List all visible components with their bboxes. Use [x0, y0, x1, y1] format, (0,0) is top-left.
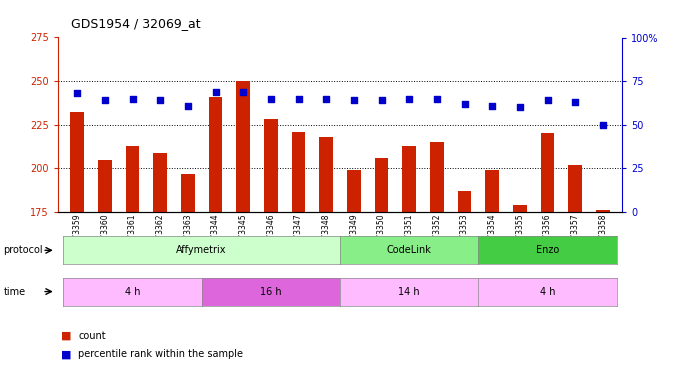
Point [348, 97, 359, 103]
Text: 16 h: 16 h [260, 286, 282, 297]
Text: ■: ■ [61, 350, 71, 359]
Bar [319, 137, 333, 212]
Point [71, 90, 82, 96]
Bar [70, 112, 84, 212]
Text: Affymetrix: Affymetrix [176, 245, 227, 255]
Bar [126, 146, 139, 212]
Text: 4 h: 4 h [124, 286, 140, 297]
Point [431, 96, 442, 102]
Bar [568, 165, 582, 212]
Point [404, 96, 415, 102]
Bar [541, 134, 554, 212]
Bar [596, 210, 610, 212]
Point [570, 99, 581, 105]
Point [321, 96, 332, 102]
Text: ■: ■ [61, 331, 71, 340]
Point [598, 122, 609, 128]
Text: protocol: protocol [3, 245, 43, 255]
Text: count: count [78, 331, 106, 340]
Bar [181, 174, 194, 212]
Point [155, 97, 166, 103]
Text: CodeLink: CodeLink [387, 245, 432, 255]
Bar [153, 153, 167, 212]
Bar [486, 170, 499, 212]
Bar [236, 81, 250, 212]
Point [293, 96, 304, 102]
Point [459, 101, 470, 107]
Point [182, 102, 193, 108]
Bar [403, 146, 416, 212]
Bar [98, 160, 112, 212]
Text: time: time [3, 286, 26, 297]
Text: Enzo: Enzo [536, 245, 559, 255]
Bar [375, 158, 388, 212]
Point [238, 88, 249, 94]
Text: percentile rank within the sample: percentile rank within the sample [78, 350, 243, 359]
Text: 14 h: 14 h [398, 286, 420, 297]
Bar [264, 120, 277, 212]
Text: 4 h: 4 h [540, 286, 556, 297]
Point [542, 97, 553, 103]
Text: GDS1954 / 32069_at: GDS1954 / 32069_at [71, 17, 201, 30]
Point [210, 88, 221, 94]
Point [514, 104, 525, 110]
Point [487, 102, 498, 108]
Bar [458, 191, 471, 212]
Bar [347, 170, 361, 212]
Bar [292, 132, 305, 212]
Bar [513, 205, 527, 212]
Point [265, 96, 276, 102]
Bar [209, 97, 222, 212]
Point [99, 97, 110, 103]
Point [127, 96, 138, 102]
Point [376, 97, 387, 103]
Bar [430, 142, 444, 212]
